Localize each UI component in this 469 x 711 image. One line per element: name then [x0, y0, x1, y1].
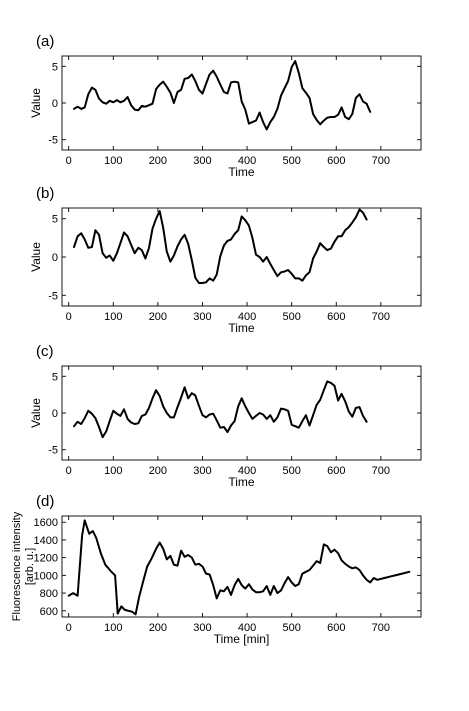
panel-label: (d) — [36, 493, 54, 510]
y-tick-label: 5 — [52, 214, 58, 226]
x-tick-label: 400 — [238, 311, 256, 323]
x-tick-label: 100 — [104, 465, 122, 477]
x-tick-label: 300 — [193, 465, 211, 477]
x-tick-label: 500 — [282, 622, 300, 634]
y-tick-label: 0 — [52, 98, 58, 110]
x-tick-label: 200 — [149, 465, 167, 477]
x-tick-label: 300 — [193, 311, 211, 323]
x-tick-label: 600 — [327, 155, 345, 167]
x-axis-title: Time — [228, 165, 255, 179]
x-tick-label: 500 — [282, 155, 300, 167]
x-tick-label: 0 — [66, 311, 72, 323]
series-line — [73, 380, 368, 439]
y-tick-label: 0 — [52, 252, 58, 264]
y-tick-label: 1400 — [34, 535, 58, 547]
y-tick-label: 5 — [52, 61, 58, 73]
x-tick-label: 400 — [238, 465, 256, 477]
y-tick-label: -5 — [48, 135, 58, 147]
y-axis-title: Value — [29, 242, 43, 272]
x-tick-label: 200 — [149, 155, 167, 167]
panel-label: (c) — [36, 343, 54, 360]
x-tick-label: 300 — [193, 622, 211, 634]
panel-label: (b) — [36, 185, 54, 202]
series-line — [67, 519, 411, 616]
y-tick-label: -5 — [48, 290, 58, 302]
x-tick-label: 700 — [372, 622, 390, 634]
x-tick-label: 500 — [282, 311, 300, 323]
y-tick-label: 5 — [52, 371, 58, 383]
plot-frame — [61, 515, 422, 618]
y-axis-title: Fluorescence intensity[arb. u.] — [11, 511, 36, 621]
panel-label: (a) — [36, 33, 54, 50]
x-tick-label: 200 — [149, 311, 167, 323]
x-tick-label: 600 — [327, 465, 345, 477]
y-axis-title: Value — [29, 398, 43, 428]
x-tick-label: 700 — [372, 311, 390, 323]
x-axis-title: Time — [228, 321, 255, 335]
x-tick-label: 100 — [104, 155, 122, 167]
x-tick-label: 700 — [372, 465, 390, 477]
panel-a: (a) 0 100 200 300 400 500 600 700 5 0 -5 Time Value — [29, 33, 422, 179]
x-tick-label: 600 — [327, 311, 345, 323]
x-tick-label: 300 — [193, 155, 211, 167]
x-tick-label: 400 — [238, 155, 256, 167]
panel-d: (d) 0 100 200 300 400 500 600 700 1600 1400 1200 100… — [11, 493, 422, 646]
x-tick-label: 0 — [66, 622, 72, 634]
y-axis-title-line: Fluorescence intensity — [11, 511, 23, 621]
y-tick-label: 1600 — [34, 517, 58, 529]
x-tick-label: 0 — [66, 155, 72, 167]
y-axis-title-line: [arb. u.] — [24, 548, 36, 585]
series-line — [73, 60, 372, 131]
y-tick-label: 600 — [40, 606, 58, 618]
y-tick-label: 800 — [40, 588, 58, 600]
x-tick-label: 700 — [372, 155, 390, 167]
x-tick-label: 200 — [149, 622, 167, 634]
x-tick-label: 100 — [104, 622, 122, 634]
x-tick-label: 600 — [327, 622, 345, 634]
x-tick-label: 0 — [66, 465, 72, 477]
y-axis-title: Value — [29, 88, 43, 118]
x-axis-title: Time [min] — [214, 632, 270, 646]
panel-c: (c) 0 100 200 300 400 500 600 700 5 0 -5 Time Value — [29, 343, 422, 489]
x-tick-label: 500 — [282, 465, 300, 477]
x-tick-label: 400 — [238, 622, 256, 634]
series-line — [73, 208, 368, 284]
x-axis-title: Time — [228, 475, 255, 489]
y-tick-label: -5 — [48, 445, 58, 457]
y-tick-label: 1000 — [34, 570, 58, 582]
panel-b: (b) 0 100 200 300 400 500 600 700 5 0 -5 Time Value — [29, 185, 422, 335]
y-tick-label: 0 — [52, 408, 58, 420]
x-tick-label: 100 — [104, 311, 122, 323]
y-tick-label: 1200 — [34, 553, 58, 565]
